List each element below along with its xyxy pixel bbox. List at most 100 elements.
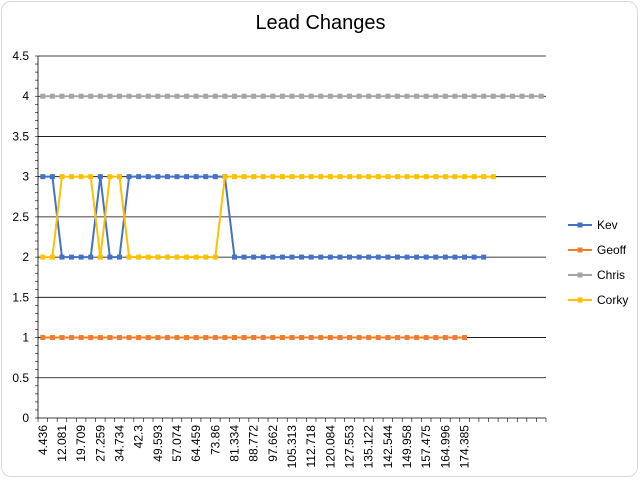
data-point-kev <box>433 254 439 260</box>
data-point-kev <box>452 254 458 260</box>
x-tick-label: 73.86 <box>208 425 222 455</box>
data-point-chris <box>318 93 324 99</box>
data-point-corky <box>260 174 266 180</box>
data-point-kev <box>193 174 199 180</box>
data-point-corky <box>452 174 458 180</box>
data-point-chris <box>289 93 295 99</box>
data-point-chris <box>538 93 544 99</box>
data-point-geoff <box>375 335 381 341</box>
data-point-chris <box>394 93 400 99</box>
data-point-corky <box>222 174 228 180</box>
data-point-geoff <box>366 335 372 341</box>
data-point-corky <box>347 174 353 180</box>
data-point-corky <box>231 174 237 180</box>
data-point-chris <box>222 93 228 99</box>
y-tick-label: 3.5 <box>12 129 29 143</box>
data-point-kev <box>404 254 410 260</box>
data-point-kev <box>184 174 190 180</box>
data-point-geoff <box>260 335 266 341</box>
data-point-corky <box>164 254 170 260</box>
data-point-chris <box>49 93 55 99</box>
data-point-kev <box>299 254 305 260</box>
data-point-corky <box>155 254 161 260</box>
data-point-corky <box>394 174 400 180</box>
data-point-kev <box>164 174 170 180</box>
data-point-chris <box>347 93 353 99</box>
data-point-corky <box>212 254 218 260</box>
data-point-geoff <box>97 335 103 341</box>
data-point-geoff <box>462 335 468 341</box>
data-point-chris <box>59 93 65 99</box>
legend-marker-kev <box>577 222 583 228</box>
data-point-chris <box>126 93 132 99</box>
data-point-kev <box>366 254 372 260</box>
data-point-geoff <box>347 335 353 341</box>
data-point-corky <box>251 174 257 180</box>
data-point-corky <box>442 174 448 180</box>
x-tick-label: 81.334 <box>227 425 241 462</box>
data-point-geoff <box>270 335 276 341</box>
data-point-chris <box>193 93 199 99</box>
data-point-chris <box>107 93 113 99</box>
data-point-geoff <box>107 335 113 341</box>
data-point-kev <box>481 254 487 260</box>
data-point-geoff <box>414 335 420 341</box>
y-tick-label: 0 <box>22 411 29 425</box>
x-tick-label: 42.3 <box>132 425 146 449</box>
data-point-corky <box>289 174 295 180</box>
y-tick-label: 0.5 <box>12 371 29 385</box>
chart-title: Lead Changes <box>255 12 386 34</box>
x-tick-label: 57.074 <box>170 425 184 462</box>
data-point-chris <box>260 93 266 99</box>
data-point-kev <box>155 174 161 180</box>
gridlines <box>38 55 546 379</box>
data-point-kev <box>136 174 142 180</box>
data-point-kev <box>414 254 420 260</box>
data-point-kev <box>356 254 362 260</box>
data-point-kev <box>69 254 75 260</box>
data-point-corky <box>356 174 362 180</box>
data-point-corky <box>308 174 314 180</box>
data-point-chris <box>145 93 151 99</box>
data-point-corky <box>174 254 180 260</box>
x-tick-label: 120.084 <box>323 425 337 469</box>
data-point-chris <box>270 93 276 99</box>
x-tick-label: 64.459 <box>189 425 203 462</box>
data-point-corky <box>270 174 276 180</box>
x-tick-label: 164.996 <box>438 425 452 469</box>
data-point-chris <box>375 93 381 99</box>
data-point-chris <box>97 93 103 99</box>
data-point-corky <box>490 174 496 180</box>
x-tick-label: 174.385 <box>458 425 472 469</box>
y-tick-label: 1 <box>22 331 29 345</box>
data-point-corky <box>193 254 199 260</box>
data-point-corky <box>40 254 46 260</box>
data-point-chris <box>327 93 333 99</box>
data-point-kev <box>270 254 276 260</box>
data-point-kev <box>212 174 218 180</box>
data-point-chris <box>299 93 305 99</box>
x-tick-label: 127.553 <box>343 425 357 469</box>
data-point-kev <box>318 254 324 260</box>
x-tick-label: 149.958 <box>400 425 414 469</box>
data-point-kev <box>145 174 151 180</box>
data-point-chris <box>423 93 429 99</box>
data-point-kev <box>327 254 333 260</box>
x-tick-label: 19.709 <box>74 425 88 462</box>
data-point-corky <box>481 174 487 180</box>
data-point-chris <box>404 93 410 99</box>
x-tick-label: 34.734 <box>112 425 126 462</box>
data-point-geoff <box>155 335 161 341</box>
x-tick-label: 88.772 <box>247 425 261 462</box>
x-tick-label: 135.122 <box>362 425 376 469</box>
data-point-kev <box>337 254 343 260</box>
data-point-corky <box>107 174 113 180</box>
data-point-geoff <box>452 335 458 341</box>
data-point-geoff <box>299 335 305 341</box>
data-point-geoff <box>251 335 257 341</box>
data-point-chris <box>509 93 515 99</box>
data-point-geoff <box>356 335 362 341</box>
data-point-chris <box>241 93 247 99</box>
data-point-geoff <box>442 335 448 341</box>
data-point-kev <box>78 254 84 260</box>
